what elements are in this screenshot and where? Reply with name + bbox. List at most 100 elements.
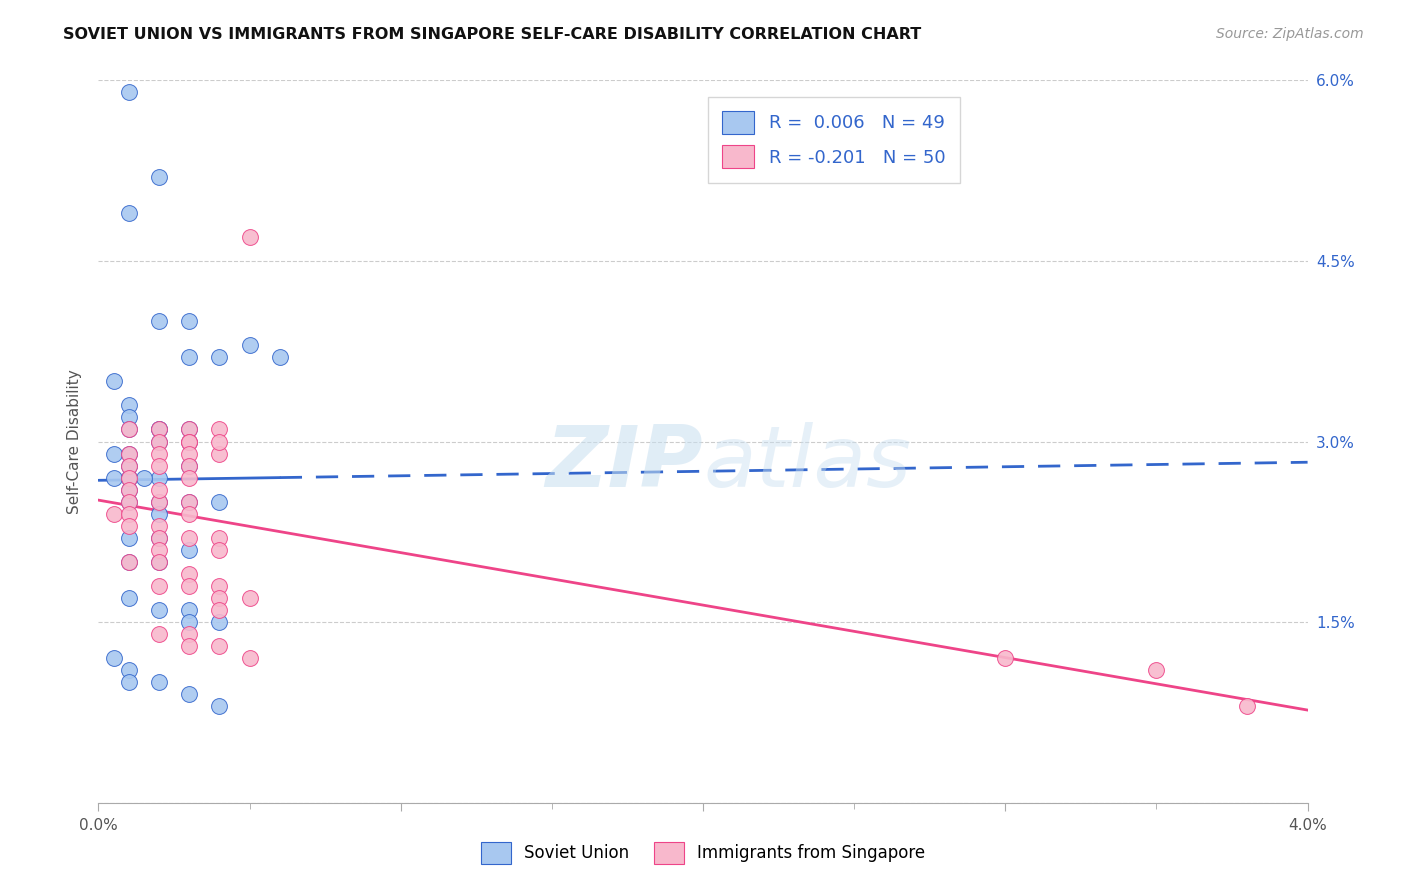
Y-axis label: Self-Care Disability: Self-Care Disability [67,369,83,514]
Legend: R =  0.006   N = 49, R = -0.201   N = 50: R = 0.006 N = 49, R = -0.201 N = 50 [707,96,960,183]
Text: ZIP: ZIP [546,422,703,506]
Point [118,205,141,219]
Point [179,615,201,630]
Point [118,555,141,569]
Point [179,434,201,449]
Point [103,507,125,521]
Point [208,494,231,508]
Point [103,374,125,388]
Point [208,350,231,364]
Point [118,518,141,533]
Point [118,458,141,473]
Point [208,579,231,593]
Point [239,338,262,352]
Point [118,483,141,497]
Point [148,434,170,449]
Point [118,410,141,425]
Point [179,494,201,508]
Point [118,494,141,508]
Point [148,470,170,484]
Point [118,675,141,690]
Point [179,603,201,617]
Point [208,639,231,653]
Point [239,230,262,244]
Point [208,699,231,714]
Point [208,615,231,630]
Point [208,603,231,617]
Point [148,434,170,449]
Point [179,314,201,328]
Point [103,651,125,665]
Point [148,458,170,473]
Point [118,398,141,412]
Point [179,470,201,484]
Point [148,518,170,533]
Point [179,579,201,593]
Point [179,350,201,364]
Point [118,483,141,497]
Point [148,422,170,436]
Point [148,555,170,569]
Point [148,422,170,436]
Point [179,687,201,701]
Point [148,531,170,545]
Point [118,86,141,100]
Point [148,169,170,184]
Point [148,531,170,545]
Point [239,651,262,665]
Point [179,446,201,460]
Point [118,555,141,569]
Point [208,531,231,545]
Point [179,422,201,436]
Point [179,458,201,473]
Point [148,555,170,569]
Point [148,627,170,641]
Point [179,458,201,473]
Point [103,446,125,460]
Point [179,542,201,557]
Point [148,603,170,617]
Point [179,494,201,508]
Point [118,470,141,484]
Point [179,434,201,449]
Point [179,531,201,545]
Text: SOVIET UNION VS IMMIGRANTS FROM SINGAPORE SELF-CARE DISABILITY CORRELATION CHART: SOVIET UNION VS IMMIGRANTS FROM SINGAPOR… [63,27,921,42]
Point [118,458,141,473]
Point [148,446,170,460]
Point [148,422,170,436]
Point [118,494,141,508]
Point [208,446,231,460]
Point [208,542,231,557]
Text: Source: ZipAtlas.com: Source: ZipAtlas.com [1216,27,1364,41]
Point [179,507,201,521]
Point [118,422,141,436]
Point [1146,664,1168,678]
Point [1236,699,1258,714]
Point [103,470,125,484]
Point [118,446,141,460]
Point [132,470,155,484]
Point [118,470,141,484]
Legend: Soviet Union, Immigrants from Singapore: Soviet Union, Immigrants from Singapore [474,836,932,871]
Point [148,494,170,508]
Point [148,675,170,690]
Point [239,591,262,605]
Point [118,446,141,460]
Point [179,434,201,449]
Point [179,422,201,436]
Point [148,314,170,328]
Point [118,507,141,521]
Point [118,470,141,484]
Point [118,591,141,605]
Text: atlas: atlas [703,422,911,506]
Point [994,651,1017,665]
Point [179,567,201,582]
Point [148,483,170,497]
Point [208,434,231,449]
Point [118,664,141,678]
Point [148,494,170,508]
Point [179,627,201,641]
Point [208,422,231,436]
Point [118,422,141,436]
Point [148,542,170,557]
